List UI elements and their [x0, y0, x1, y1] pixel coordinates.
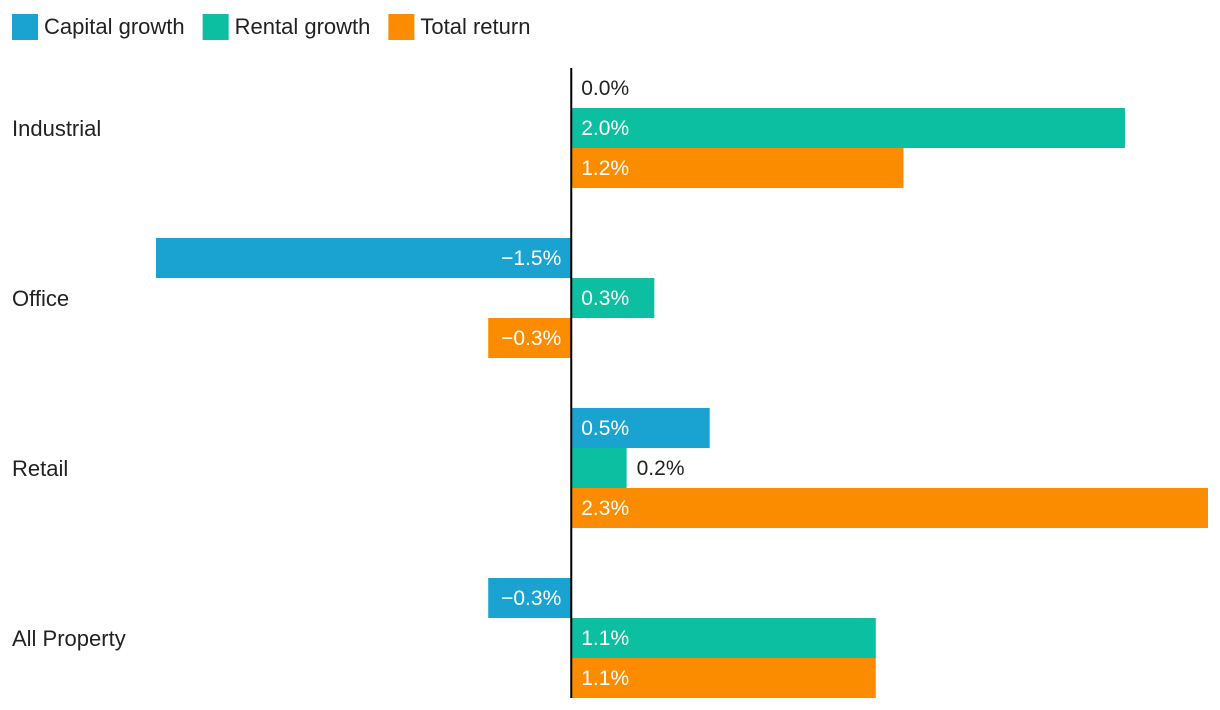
value-label-office-total-return: −0.3%: [501, 327, 561, 350]
chart-legend: Capital growth Rental growth Total return: [12, 14, 530, 40]
value-label-retail-total-return: 2.3%: [581, 497, 629, 520]
bar-industrial-total-return: [571, 148, 904, 188]
legend-swatch-total-return: [388, 14, 415, 40]
bar-all-property-capital-growth: [488, 578, 572, 618]
bars-group: [156, 108, 1208, 698]
legend-swatch-rental-growth: [202, 14, 229, 40]
value-label-industrial-total-return: 1.2%: [581, 157, 629, 180]
bar-office-capital-growth: [156, 238, 572, 278]
bar-all-property-rental-growth: [571, 618, 876, 658]
value-label-retail-capital-growth: 0.5%: [581, 417, 629, 440]
bar-office-total-return: [488, 318, 572, 358]
legend-label-total-return: Total return: [420, 14, 530, 39]
legend-label-rental-growth: Rental growth: [235, 14, 371, 39]
value-labels: 0.0% 2.0% 1.2% −1.5% 0.3% −0.3% 0.5% 0.2% 2.3% −0…: [501, 77, 684, 690]
category-labels: Industrial Office Retail All Property: [12, 116, 126, 651]
bar-industrial-rental-growth: [571, 108, 1125, 148]
value-label-retail-rental-growth: 0.2%: [637, 457, 685, 480]
category-label-retail: Retail: [12, 456, 68, 481]
bar-retail-total-return: [571, 488, 1208, 528]
legend-label-capital-growth: Capital growth: [44, 14, 185, 39]
legend-swatch-capital-growth: [12, 14, 38, 40]
value-label-industrial-rental-growth: 2.0%: [581, 117, 629, 140]
value-label-industrial-capital-growth: 0.0%: [581, 77, 629, 100]
bar-retail-rental-growth: [571, 448, 627, 488]
value-label-all-property-rental-growth: 1.1%: [581, 627, 629, 650]
bar-office-rental-growth: [571, 278, 655, 318]
bar-retail-capital-growth: [571, 408, 710, 448]
category-label-office: Office: [12, 286, 69, 311]
value-label-all-property-capital-growth: −0.3%: [501, 587, 561, 610]
category-label-all-property: All Property: [12, 626, 126, 651]
category-label-industrial: Industrial: [12, 116, 101, 141]
value-label-all-property-total-return: 1.1%: [581, 667, 629, 690]
bar-all-property-total-return: [571, 658, 876, 698]
value-label-office-capital-growth: −1.5%: [501, 247, 561, 270]
value-label-office-rental-growth: 0.3%: [581, 287, 629, 310]
